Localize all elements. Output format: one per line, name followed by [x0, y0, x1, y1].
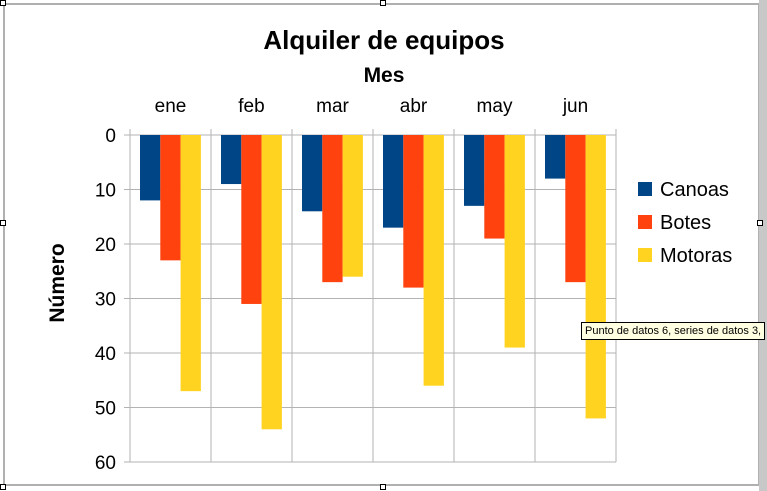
bar-motoras — [504, 135, 525, 348]
x-axis-label: Mes — [364, 64, 405, 87]
bar-canoas — [140, 135, 161, 201]
legend-label: Botes — [660, 212, 711, 234]
x-tick-label: mar — [316, 96, 349, 117]
legend-swatch — [638, 248, 652, 262]
bar-canoas — [545, 135, 566, 179]
y-axis-label: Número — [46, 243, 69, 322]
bar-motoras — [342, 135, 363, 277]
x-tick-label: abr — [400, 96, 428, 117]
bar-canoas — [383, 135, 404, 228]
y-tick-label: 50 — [95, 399, 116, 420]
bar-canoas — [221, 135, 242, 185]
bar-botes — [484, 135, 505, 239]
bar-motoras — [180, 135, 201, 392]
scrollbar[interactable] — [759, 0, 767, 491]
legend-label: Motoras — [660, 245, 732, 267]
resize-handle[interactable] — [0, 220, 6, 226]
y-tick-label: 60 — [95, 453, 116, 474]
resize-handle[interactable] — [0, 484, 6, 490]
bar-motoras — [585, 135, 606, 419]
bar-botes — [160, 135, 181, 261]
y-tick-label: 0 — [105, 126, 116, 147]
y-tick-label: 10 — [95, 181, 116, 202]
tooltip: Punto de datos 6, series de datos 3, — [581, 322, 766, 340]
y-tick-label: 30 — [95, 290, 116, 311]
x-tick-label: jun — [562, 96, 588, 117]
legend-swatch — [638, 215, 652, 229]
resize-handle[interactable] — [757, 220, 763, 226]
bar-botes — [403, 135, 424, 288]
legend-label: Canoas — [660, 179, 729, 201]
resize-handle[interactable] — [380, 484, 386, 490]
resize-handle[interactable] — [0, 0, 6, 6]
legend-swatch — [638, 182, 652, 196]
bar-motoras — [423, 135, 444, 386]
chart-title: Alquiler de equipos — [263, 25, 504, 55]
y-tick-label: 20 — [95, 235, 116, 256]
resize-handle[interactable] — [380, 0, 386, 6]
bar-motoras — [261, 135, 282, 430]
bar-botes — [241, 135, 262, 304]
x-tick-label: ene — [155, 96, 187, 117]
bar-canoas — [464, 135, 485, 206]
bar-botes — [565, 135, 586, 283]
x-tick-label: feb — [238, 96, 264, 117]
y-tick-label: 40 — [95, 344, 116, 365]
bar-canoas — [302, 135, 323, 212]
x-tick-label: may — [477, 96, 513, 117]
bar-botes — [322, 135, 343, 283]
